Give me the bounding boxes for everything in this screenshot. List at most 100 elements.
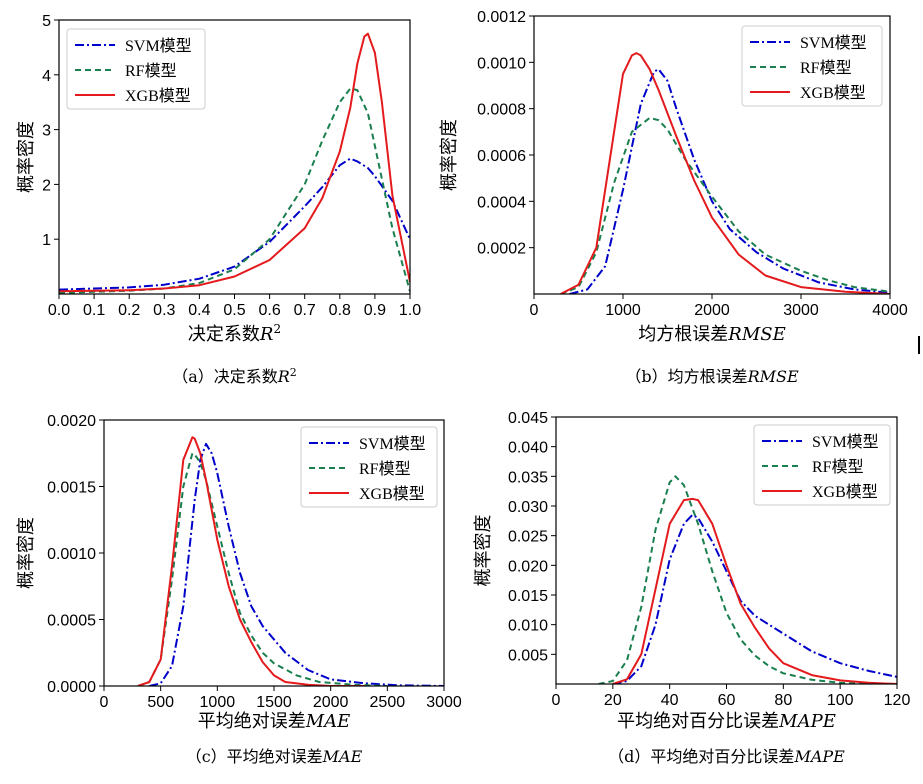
x-tick-label: 0: [552, 692, 561, 709]
x-axis-label: 平均绝对误差MAE: [198, 711, 351, 732]
legend-label: XGB模型: [800, 84, 866, 102]
x-tick-label: 0.8: [329, 302, 351, 319]
series-line-c-1: [137, 452, 388, 686]
x-tick-label: 60: [718, 692, 736, 709]
y-tick-label: 0.0020: [47, 413, 96, 430]
x-axis-label: 决定系数R2: [188, 322, 281, 345]
y-tick-label: 4: [42, 68, 51, 85]
x-tick-label: 1000: [605, 302, 641, 319]
y-tick-label: 1: [42, 232, 51, 249]
x-tick-label: 0: [530, 302, 539, 319]
legend-label: SVM模型: [800, 34, 867, 52]
y-tick-label: 0.035: [508, 469, 548, 486]
legend: SVM模型 RF模型 XGB模型: [753, 424, 891, 506]
series-line-d-1: [598, 475, 869, 684]
y-tick-label: 0.030: [508, 499, 548, 516]
x-tick-label: 40: [661, 692, 679, 709]
y-tick-label: 0.010: [508, 618, 548, 635]
legend-label: RF模型: [812, 458, 864, 476]
x-axis-label: 均方根误差RMSE: [638, 324, 785, 345]
y-axis-label: 概率密度: [439, 119, 460, 191]
y-tick-label: 3: [42, 123, 51, 140]
x-tick-label: 0.0: [48, 302, 70, 319]
y-tick-label: 0.0006: [477, 148, 526, 165]
y-tick-label: 0.020: [508, 558, 548, 575]
legend: SVM模型 RF模型 XGB模型: [66, 28, 206, 110]
x-tick-label: 0.2: [118, 302, 140, 319]
x-tick-label: 3000: [426, 694, 462, 711]
x-axis-label: 平均绝对百分比误差MAPE: [617, 711, 836, 732]
x-tick-label: 3000: [783, 302, 819, 319]
legend-label: RF模型: [125, 62, 177, 80]
y-tick-label: 0.0010: [477, 55, 526, 72]
x-tick-label: 0.9: [364, 302, 386, 319]
x-tick-label: 0.5: [223, 302, 245, 319]
legend: SVM模型 RF模型 XGB模型: [300, 426, 438, 508]
chart-panel-c: 0 500 1000 1500 2000 2500 3000 0.0000 0.0005 0.00…: [16, 413, 462, 766]
y-tick-label: 0.040: [508, 440, 548, 457]
legend-label: RF模型: [800, 59, 852, 77]
x-tick-label: 1.0: [399, 302, 421, 319]
series-line-d-2: [612, 497, 897, 684]
y-tick-label: 5: [42, 13, 51, 30]
series-line-a-1: [59, 87, 410, 294]
legend-label: XGB模型: [125, 87, 191, 105]
series-line-c-2: [137, 436, 365, 686]
x-tick-label: 2500: [370, 694, 406, 711]
y-axis-label: 概率密度: [16, 121, 37, 193]
x-tick-label: 20: [604, 692, 622, 709]
series-line-a-0: [59, 157, 410, 291]
y-tick-label: 0.025: [508, 529, 548, 546]
x-tick-label: 500: [147, 694, 174, 711]
x-tick-label: 120: [884, 692, 911, 709]
legend-label: RF模型: [359, 460, 411, 478]
x-tick-label: 1500: [256, 694, 292, 711]
y-tick-label: 0.0005: [47, 613, 96, 630]
x-tick-label: 1000: [200, 694, 236, 711]
y-tick-label: 0.005: [508, 647, 548, 664]
x-tick-label: 2000: [694, 302, 730, 319]
y-tick-label: 0.0008: [477, 102, 526, 119]
panel-caption: （c）平均绝对误差MAE: [186, 747, 363, 766]
y-tick-label: 0.0002: [477, 241, 526, 258]
y-tick-label: 2: [42, 177, 51, 194]
legend-label: XGB模型: [359, 485, 425, 503]
panel-caption: （d）平均绝对百分比误差MAPE: [608, 747, 845, 766]
legend-label: XGB模型: [812, 483, 878, 501]
chart-panel-a: 0.0 0.1 0.2 0.3 0.4 0.5 0.6 0.7 0.8 0.9 1.0 1 2 3 4 5 概率…: [16, 13, 421, 386]
x-tick-label: 0.4: [188, 302, 210, 319]
panel-caption: （a）决定系数R2: [172, 366, 297, 387]
x-tick-label: 4000: [872, 302, 908, 319]
series-line-c-0: [149, 442, 444, 686]
y-tick-label: 0.0010: [47, 546, 96, 563]
legend-label: SVM模型: [812, 433, 879, 451]
legend-label: SVM模型: [125, 37, 192, 55]
chart-panel-d: 0 20 40 60 80 100 120 0.005 0.010 0.015 0.020 0.025…: [473, 410, 910, 766]
y-tick-label: 0.015: [508, 588, 548, 605]
y-axis-label: 概率密度: [473, 515, 494, 587]
y-tick-label: 0.0015: [47, 480, 96, 497]
y-axis-label: 概率密度: [16, 517, 37, 589]
series-line-d-0: [612, 513, 897, 684]
y-tick-label: 0.045: [508, 410, 548, 427]
x-tick-label: 0.6: [258, 302, 280, 319]
series-line-b-1: [560, 116, 890, 294]
series-line-a-2: [59, 32, 410, 293]
panel-caption: （b）均方根误差RMSE: [625, 367, 799, 386]
legend-label: SVM模型: [359, 435, 426, 453]
x-tick-label: 100: [827, 692, 854, 709]
x-tick-label: 2000: [313, 694, 349, 711]
y-tick-label: 0.0004: [477, 194, 526, 211]
series-line-b-0: [569, 68, 890, 294]
chart-panel-b: 0 1000 2000 3000 4000 0.0002 0.0004 0.0006 0.000…: [439, 9, 908, 386]
x-tick-label: 80: [774, 692, 792, 709]
series-line-b-2: [560, 52, 890, 294]
x-tick-label: 0: [100, 694, 109, 711]
x-tick-label: 0.3: [153, 302, 175, 319]
x-tick-label: 0.1: [83, 302, 105, 319]
y-tick-label: 0.0012: [477, 9, 526, 26]
x-tick-label: 0.7: [294, 302, 316, 319]
legend: SVM模型 RF模型 XGB模型: [741, 25, 883, 107]
y-tick-label: 0.0000: [47, 679, 96, 696]
